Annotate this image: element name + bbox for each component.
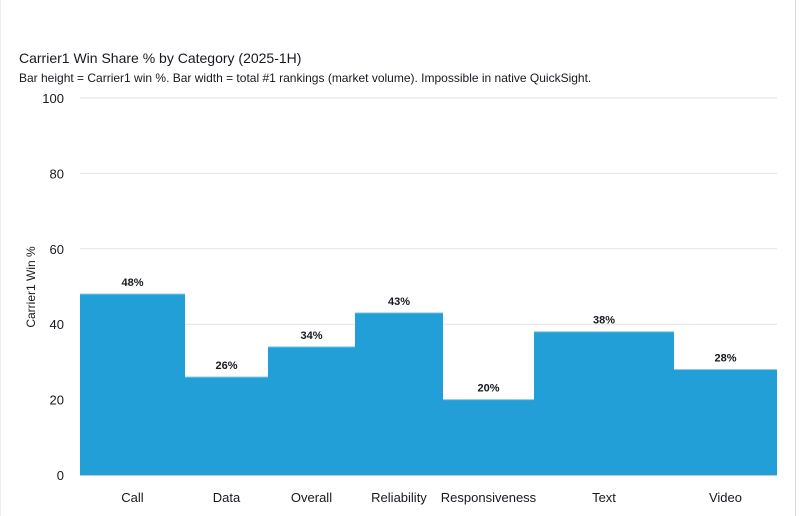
bar-video[interactable] — [674, 369, 777, 475]
y-axis-label: Carrier1 Win % — [24, 246, 38, 328]
chart-subtitle: Bar height = Carrier1 win %. Bar width =… — [19, 71, 592, 85]
data-label: 28% — [714, 352, 736, 364]
x-tick-label: Call — [121, 490, 144, 505]
data-label: 43% — [388, 296, 410, 308]
y-tick-label: 0 — [57, 468, 64, 483]
bar-call[interactable] — [80, 294, 185, 475]
x-tick-label: Data — [213, 490, 241, 505]
x-axis-ticks: Call Data Overall Reliability Responsiveness… — [121, 490, 742, 505]
x-tick-label: Overall — [291, 490, 332, 505]
y-tick-label: 20 — [50, 393, 64, 408]
x-tick-label: Text — [592, 490, 616, 505]
y-tick-label: 100 — [42, 91, 64, 106]
y-tick-label: 80 — [50, 166, 64, 181]
chart-title: Carrier1 Win Share % by Category (2025-1… — [19, 50, 302, 66]
x-tick-label: Video — [709, 490, 742, 505]
y-axis-ticks: 0 20 40 60 80 100 — [42, 91, 64, 483]
bar-responsiveness[interactable] — [443, 399, 534, 475]
y-tick-label: 60 — [50, 242, 64, 257]
bar-overall[interactable] — [268, 346, 355, 475]
y-tick-label: 40 — [50, 317, 64, 332]
data-labels: 48% 26% 34% 43% 20% 38% 28% — [121, 277, 736, 395]
x-tick-label: Reliability — [371, 490, 427, 505]
data-label: 34% — [300, 330, 322, 342]
bar-text[interactable] — [534, 331, 674, 475]
data-label: 26% — [215, 360, 237, 372]
bar-data[interactable] — [185, 376, 268, 475]
bar-reliability[interactable] — [355, 312, 443, 475]
bars — [80, 293, 777, 475]
data-label: 48% — [121, 277, 143, 289]
x-tick-label: Responsiveness — [441, 490, 537, 505]
data-label: 38% — [593, 315, 615, 327]
data-label: 20% — [477, 383, 499, 395]
